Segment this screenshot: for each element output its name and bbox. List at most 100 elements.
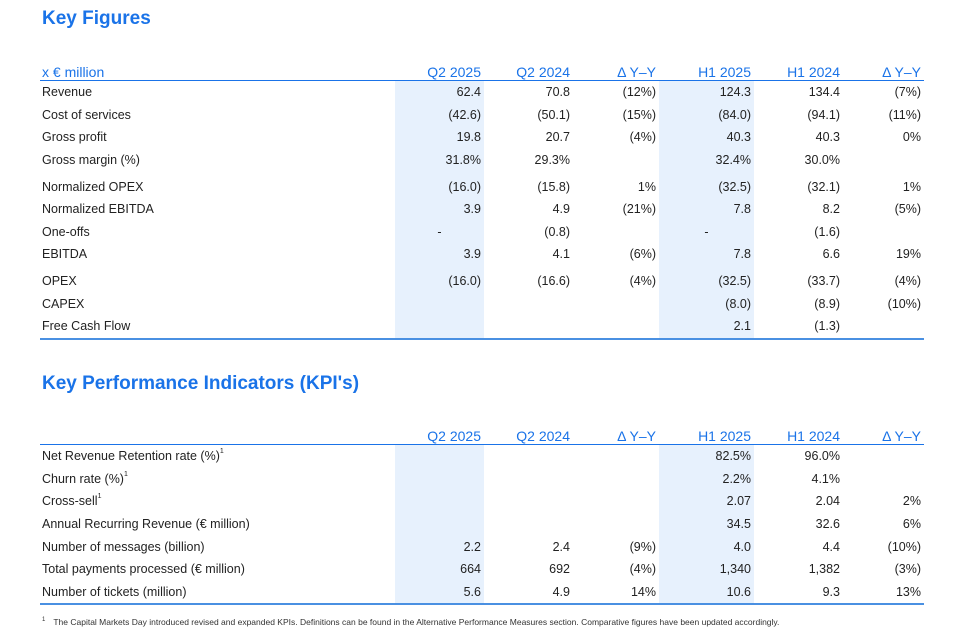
- footnote-ref: 1: [219, 448, 224, 456]
- cell-q2-2024: 2.4: [552, 539, 570, 554]
- table-row: One-offs - (0.8) - (1.6): [40, 220, 924, 244]
- cell-q2-2025: [395, 292, 484, 315]
- row-label: Cross-sell1: [40, 490, 395, 513]
- row-label: Number of messages (billion): [40, 535, 395, 558]
- row-label-text: Cross-sell: [42, 494, 98, 509]
- cell-q2-2025: [395, 444, 484, 468]
- row-label-text: EBITDA: [42, 247, 88, 262]
- table-row: Cost of services (42.6) (50.1) (15%) (84.0) (…: [40, 103, 924, 127]
- cell-q2-2024: (50.1): [537, 107, 570, 122]
- cell-delta-quarter: [573, 149, 659, 172]
- cell-h1-2025: 82.5%: [659, 444, 754, 468]
- row-label: Normalized OPEX: [40, 171, 395, 198]
- row-label: Annual Recurring Revenue (€ million): [40, 513, 395, 536]
- cell-q2-2024: [484, 314, 573, 340]
- row-label-text: Number of messages (billion): [42, 539, 205, 554]
- cell-delta-quarter: [573, 490, 659, 513]
- row-label-text: OPEX: [42, 274, 77, 289]
- cell-q2-2024: 70.8: [545, 85, 570, 100]
- row-label: Total payments processed (€ million): [40, 558, 395, 581]
- header-h1-2025: H1 2025: [659, 58, 754, 81]
- row-label-text: Number of tickets (million): [42, 584, 187, 599]
- row-label: CAPEX: [40, 292, 395, 315]
- cell-h1-2024: 30.0%: [804, 153, 840, 168]
- table-row: Number of messages (billion) 2.2 2.4 (9%) 4.…: [40, 535, 924, 558]
- cell-delta-half: (3%): [894, 562, 921, 577]
- cell-delta-half: 6%: [902, 517, 921, 532]
- cell-h1-2024: 96.0%: [804, 449, 840, 464]
- cell-q2-2025: [395, 314, 484, 340]
- footnote-text: The Capital Markets Day introduced revis…: [53, 617, 780, 627]
- cell-q2-2025: (42.6): [395, 103, 484, 127]
- cell-q2-2024: 4.9: [552, 202, 570, 217]
- row-label-text: Gross profit: [42, 130, 107, 145]
- cell-delta-half: [843, 149, 924, 172]
- cell-q2-2025: [395, 490, 484, 513]
- row-label-text: Normalized OPEX: [42, 179, 144, 194]
- row-label-text: Gross margin (%): [42, 153, 140, 168]
- table-row: EBITDA 3.9 4.1 (6%) 7.8 6.6 19%: [40, 243, 924, 266]
- cell-h1-2024: 4.1%: [811, 471, 841, 486]
- row-label: Normalized EBITDA: [40, 198, 395, 221]
- cell-delta-quarter: (21%): [622, 202, 656, 217]
- key-figures-title: Key Figures: [42, 8, 151, 29]
- cell-h1-2024: (1.3): [754, 314, 843, 340]
- row-label: Gross margin (%): [40, 149, 395, 172]
- cell-h1-2025: 1,340: [659, 557, 754, 581]
- row-label-text: Revenue: [42, 85, 93, 100]
- table-row: Gross margin (%) 31.8% 29.3% 32.4% 30.0%: [40, 148, 924, 172]
- header-unit: [40, 422, 395, 445]
- row-label: Cost of services: [40, 104, 395, 127]
- header-h1-2024: H1 2024: [754, 58, 843, 81]
- cell-delta-quarter: (4%): [629, 130, 656, 145]
- table-row: Total payments processed (€ million) 664 6…: [40, 557, 924, 581]
- header-unit: x € million: [40, 58, 395, 81]
- cell-q2-2025: 5.6: [395, 580, 484, 606]
- row-label-text: CAPEX: [42, 296, 85, 311]
- cell-delta-quarter: [573, 221, 659, 244]
- table-row: Gross profit 19.8 20.7 (4%) 40.3 40.3 0%: [40, 126, 924, 149]
- cell-delta-quarter: (4%): [629, 274, 656, 289]
- row-label-text: Normalized EBITDA: [42, 202, 154, 217]
- cell-h1-2025: 2.1: [659, 314, 754, 340]
- cell-q2-2024: [484, 445, 573, 468]
- cell-q2-2024: [484, 292, 573, 315]
- row-label-text: Total payments processed (€ million): [42, 562, 245, 577]
- table-row: Normalized OPEX (16.0) (15.8) 1% (32.5) (32.1…: [40, 171, 924, 198]
- cell-q2-2025: 31.8%: [395, 148, 484, 172]
- table-row: OPEX (16.0) (16.6) (4%) (32.5) (33.7) (4%): [40, 265, 924, 293]
- cell-delta-half: (11%): [888, 107, 921, 122]
- header-delta-quarter: Δ Y–Y: [573, 422, 659, 445]
- cell-h1-2024: 6.6: [822, 247, 840, 262]
- cell-q2-2024: 692: [549, 562, 570, 577]
- table-row: Churn rate (%)1 2.2% 4.1%: [40, 467, 924, 491]
- table-row: Normalized EBITDA 3.9 4.9 (21%) 7.8 8.2 (5%): [40, 197, 924, 221]
- table-row: Free Cash Flow 2.1 (1.3): [40, 314, 924, 340]
- cell-q2-2025: (16.0): [395, 171, 484, 198]
- cell-delta-half: [843, 468, 924, 491]
- cell-q2-2025: 664: [395, 557, 484, 581]
- cell-q2-2025: 62.4: [395, 80, 484, 104]
- cell-q2-2024: (15.8): [537, 179, 570, 194]
- header-delta-half: Δ Y–Y: [843, 58, 924, 81]
- table-header-row: x € million Q2 2025 Q2 2024 Δ Y–Y H1 202…: [40, 58, 924, 81]
- cell-delta-half: (10%): [887, 296, 921, 311]
- cell-q2-2024: (16.6): [537, 274, 570, 289]
- cell-h1-2025: 124.3: [659, 80, 754, 104]
- kpi-title: Key Performance Indicators (KPI's): [42, 373, 360, 394]
- cell-q2-2024: [484, 468, 573, 491]
- cell-h1-2024: (33.7): [807, 274, 840, 289]
- cell-delta-half: [843, 221, 924, 244]
- cell-q2-2025: 3.9: [395, 197, 484, 221]
- header-delta-half: Δ Y–Y: [843, 422, 924, 445]
- row-label-text: Annual Recurring Revenue (€ million): [42, 517, 250, 532]
- cell-h1-2024: 8.2: [822, 202, 840, 217]
- row-label: One-offs: [40, 221, 395, 244]
- cell-q2-2025: 3.9: [395, 243, 484, 266]
- cell-q2-2025: [395, 467, 484, 491]
- cell-h1-2024: 2.04: [815, 494, 840, 509]
- cell-h1-2025: 7.8: [659, 243, 754, 266]
- footnote-ref: 1: [123, 470, 128, 478]
- key-figures-table: x € million Q2 2025 Q2 2024 Δ Y–Y H1 202…: [40, 58, 924, 340]
- cell-q2-2024: 20.7: [545, 130, 570, 145]
